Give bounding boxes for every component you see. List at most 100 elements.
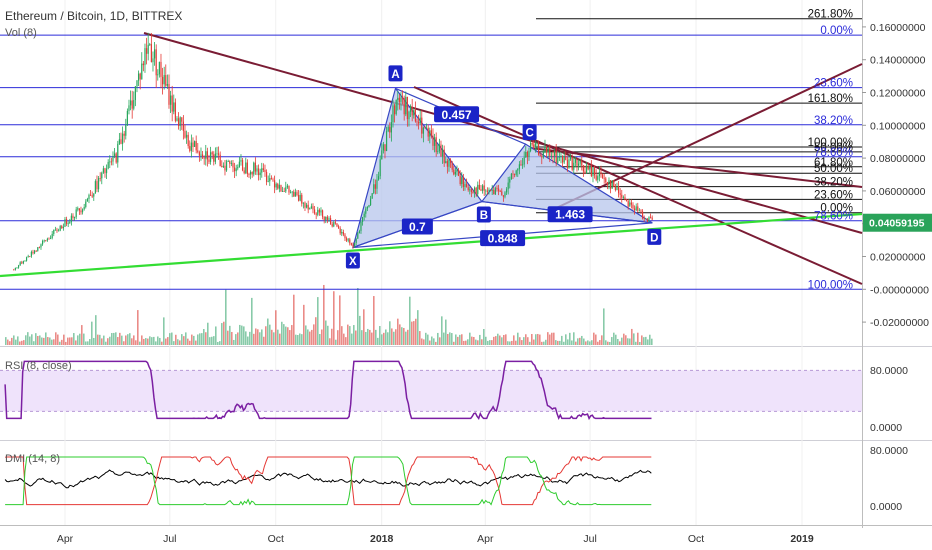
volume-bar <box>149 336 151 345</box>
volume-bar <box>93 337 95 345</box>
volume-bar <box>205 332 207 345</box>
candle-body <box>245 162 247 174</box>
volume-bars <box>5 284 653 345</box>
candle-body <box>235 168 237 172</box>
candle-body <box>561 155 564 163</box>
candle-body <box>43 240 45 242</box>
trend-lines[interactable] <box>0 32 863 285</box>
candle-body <box>179 117 181 127</box>
volume-bar <box>273 332 275 345</box>
point-label-a: A <box>391 69 399 81</box>
candle-body <box>445 161 447 164</box>
candle-body <box>46 238 48 241</box>
volume-bar <box>367 328 369 345</box>
candle-body <box>297 195 300 201</box>
pattern-markers: 0.457 1.463 0.7 0.848 X A B C D <box>345 65 662 269</box>
candle-body <box>480 189 482 191</box>
volume-bar <box>625 335 627 345</box>
fib-label: 23.60% <box>814 78 853 90</box>
candle-body <box>497 188 500 192</box>
candle-body <box>470 189 472 192</box>
candle-body <box>486 190 488 192</box>
candle-body <box>456 169 458 172</box>
volume-bar <box>315 317 317 345</box>
candle-body <box>384 144 386 152</box>
candle-body <box>421 117 423 134</box>
candle-body <box>363 213 365 218</box>
candle-body <box>246 162 248 174</box>
candle-body <box>41 241 44 245</box>
volume-bar <box>191 334 193 345</box>
candle-body <box>457 169 460 176</box>
volume-bar <box>597 341 599 345</box>
candle-body <box>633 208 636 211</box>
volume-bar <box>261 329 263 345</box>
candle-body <box>78 208 80 211</box>
candle-body <box>80 210 82 213</box>
volume-bar <box>275 310 277 345</box>
time-tick-label: Jul <box>583 533 596 545</box>
volume-bar <box>177 339 179 345</box>
volume-bar <box>61 339 63 345</box>
volume-bar <box>603 308 605 345</box>
candle-body <box>357 233 359 239</box>
candle-body <box>406 96 408 120</box>
candle-body <box>305 204 308 208</box>
candle-body <box>313 209 316 214</box>
candle-body <box>366 206 368 209</box>
candle-body <box>24 260 26 262</box>
fibonacci-levels[interactable] <box>0 18 862 290</box>
volume-bar <box>41 337 43 345</box>
volume-bar <box>217 341 219 345</box>
candle-body <box>257 168 260 176</box>
volume-bar <box>495 336 497 345</box>
fib-label: 261.80% <box>808 9 853 21</box>
candle-body <box>593 167 596 176</box>
volume-bar <box>103 335 105 345</box>
candle-body <box>537 143 540 155</box>
candle-body <box>125 124 127 136</box>
price-tick-label: -0.00000000 <box>870 284 929 296</box>
volume-bar <box>497 333 499 345</box>
volume-bar <box>649 334 651 345</box>
candle-body <box>472 191 474 193</box>
candle-body <box>569 157 572 160</box>
candle-body <box>254 162 256 172</box>
volume-bar <box>387 332 389 345</box>
candle-body <box>91 195 93 197</box>
candle-body <box>40 244 42 248</box>
candle-body <box>619 193 621 195</box>
dmi-line-red <box>5 456 652 506</box>
volume-bar <box>115 332 117 345</box>
candle-body <box>533 144 535 148</box>
volume-bar <box>479 334 481 345</box>
volume-bar <box>327 325 329 345</box>
candle-body <box>93 193 95 197</box>
candle-body <box>145 48 148 54</box>
candle-body <box>347 239 349 241</box>
candle-body <box>189 146 191 151</box>
volume-bar <box>135 340 137 345</box>
volume-bar <box>167 337 169 345</box>
chart-title: Ethereum / Bitcoin, 1D, BITTREX <box>5 9 183 23</box>
candle-body <box>177 118 180 127</box>
candle-body <box>142 63 144 66</box>
candle-body <box>89 194 92 196</box>
volume-bar <box>587 340 589 345</box>
point-marker-x <box>345 252 360 269</box>
candle-body <box>312 206 314 210</box>
candle-body <box>371 193 373 199</box>
volume-bar <box>389 321 391 345</box>
candle-body <box>635 206 637 211</box>
volume-bar <box>179 340 181 345</box>
volume-bar <box>223 321 225 345</box>
volume-bar <box>615 334 617 345</box>
candle-body <box>126 110 128 125</box>
candle-body <box>278 184 280 189</box>
candle-body <box>648 217 650 222</box>
candle-body <box>345 238 348 241</box>
volume-bar <box>467 339 469 345</box>
volume-bar <box>229 325 231 345</box>
candle-body <box>638 210 640 212</box>
